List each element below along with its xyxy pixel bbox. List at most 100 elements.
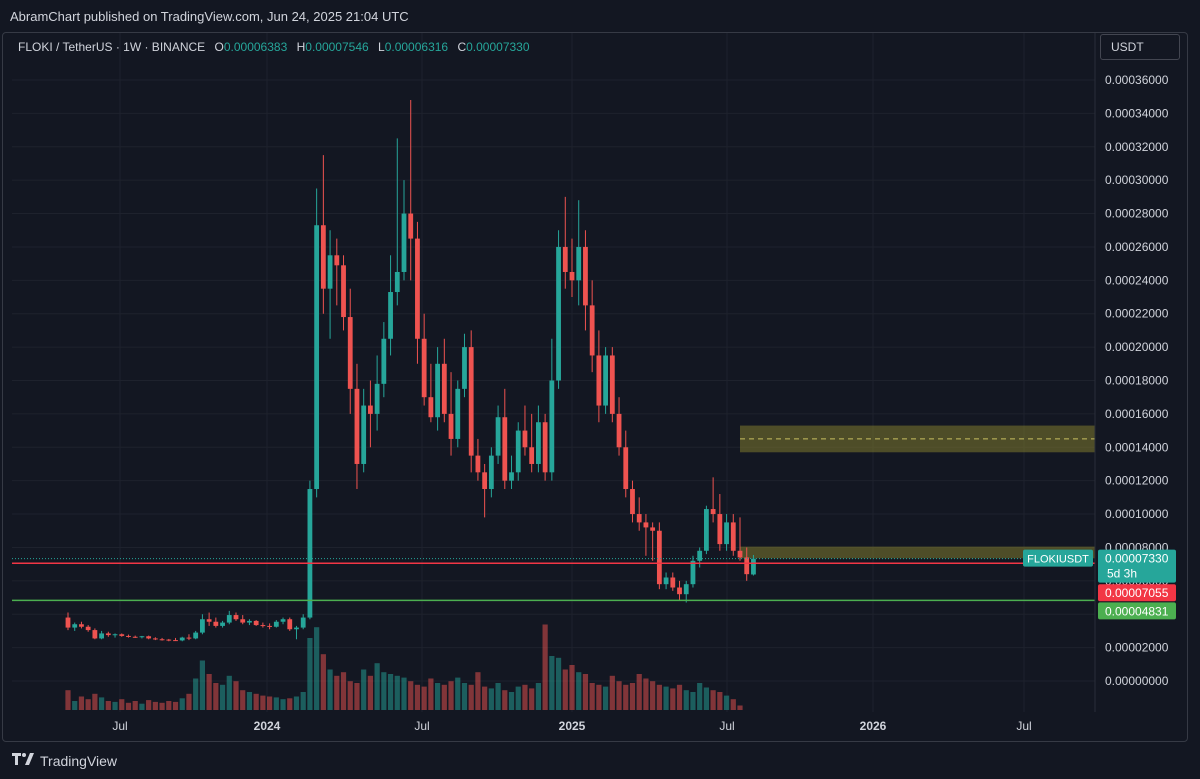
candle-body[interactable] (576, 246, 582, 281)
candle-body[interactable] (415, 238, 420, 339)
candle-body[interactable] (556, 246, 561, 381)
candle-body[interactable] (200, 619, 205, 633)
candle-body[interactable] (307, 489, 313, 618)
candle-body[interactable] (542, 422, 548, 473)
candle-body[interactable] (388, 292, 393, 339)
candle-body[interactable] (287, 619, 293, 630)
candle-body[interactable] (730, 522, 736, 551)
candle-body[interactable] (421, 338, 427, 398)
symbol-label[interactable]: FLOKI / TetherUS · 1W · BINANCE (18, 40, 206, 54)
candle-body[interactable] (589, 305, 595, 356)
candle-body[interactable] (495, 417, 501, 456)
candle-body[interactable] (724, 522, 729, 545)
candle-body[interactable] (314, 225, 320, 490)
candle-body[interactable] (159, 639, 165, 641)
candle-body[interactable] (549, 380, 555, 473)
candle-body[interactable] (206, 619, 212, 622)
candle-body[interactable] (105, 633, 111, 636)
candle-body[interactable] (596, 355, 602, 406)
candle-body[interactable] (334, 255, 340, 266)
candle-body[interactable] (381, 338, 387, 384)
candle-body[interactable] (428, 397, 434, 418)
candle-body[interactable] (253, 620, 259, 626)
candle-body[interactable] (92, 630, 98, 639)
candle-body[interactable] (126, 635, 131, 637)
candle-body[interactable] (462, 347, 467, 389)
chart-frame[interactable] (2, 32, 1188, 742)
candle-body[interactable] (280, 619, 286, 622)
candle-body[interactable] (670, 577, 676, 588)
candle-body[interactable] (233, 615, 239, 620)
candle-body[interactable] (354, 388, 360, 464)
candle-body[interactable] (347, 317, 353, 389)
candle-body[interactable] (193, 632, 199, 639)
candle-body[interactable] (448, 413, 454, 439)
candle-body[interactable] (166, 639, 172, 641)
candle-body[interactable] (186, 637, 192, 639)
candle-body[interactable] (488, 455, 494, 490)
candle-body[interactable] (441, 363, 447, 414)
supply-zone[interactable] (740, 425, 1095, 453)
candle-body[interactable] (146, 636, 152, 639)
candle-body[interactable] (220, 622, 225, 626)
candle-body[interactable] (85, 626, 91, 631)
candle-body[interactable] (751, 558, 756, 575)
candle-body[interactable] (99, 633, 104, 639)
candle-body[interactable] (717, 514, 723, 545)
candle-body[interactable] (697, 550, 703, 561)
currency-button[interactable]: USDT (1100, 34, 1180, 60)
candle-body[interactable] (361, 405, 367, 464)
candle-body[interactable] (341, 265, 346, 318)
candle-body[interactable] (435, 363, 440, 418)
candle-body[interactable] (152, 638, 158, 640)
candle-body[interactable] (320, 225, 326, 289)
candle-body[interactable] (79, 624, 84, 627)
candle-body[interactable] (677, 587, 682, 595)
candle-body[interactable] (401, 213, 407, 272)
candle-body[interactable] (744, 557, 750, 575)
candle-body[interactable] (656, 530, 662, 585)
candle-body[interactable] (737, 550, 743, 558)
candle-body[interactable] (663, 577, 669, 585)
candle-body[interactable] (630, 489, 635, 515)
candle-body[interactable] (247, 620, 252, 623)
candle-body[interactable] (522, 430, 528, 448)
candle-body[interactable] (515, 430, 521, 473)
candle-body[interactable] (475, 455, 481, 473)
candle-body[interactable] (529, 447, 535, 464)
candle-body[interactable] (300, 617, 306, 628)
candle-body[interactable] (583, 246, 588, 306)
candle-body[interactable] (327, 255, 333, 289)
candle-body[interactable] (139, 636, 145, 638)
candle-body[interactable] (569, 271, 575, 281)
candle-body[interactable] (112, 634, 118, 636)
candle-body[interactable] (636, 514, 642, 523)
candle-body[interactable] (240, 619, 246, 623)
candle-body[interactable] (562, 246, 568, 272)
candle-body[interactable] (374, 383, 380, 414)
candle-body[interactable] (65, 617, 71, 628)
candle-body[interactable] (226, 615, 232, 623)
candle-body[interactable] (273, 621, 279, 627)
candle-body[interactable] (173, 640, 178, 642)
candle-body[interactable] (704, 509, 709, 551)
candle-body[interactable] (603, 355, 608, 406)
candle-body[interactable] (616, 413, 622, 448)
candle-body[interactable] (294, 627, 299, 630)
candle-body[interactable] (643, 522, 649, 528)
candle-body[interactable] (455, 388, 461, 439)
candle-body[interactable] (179, 637, 185, 641)
candle-body[interactable] (650, 527, 656, 531)
candle-body[interactable] (509, 472, 514, 481)
tradingview-brand[interactable]: TradingView (12, 752, 117, 769)
candle-body[interactable] (72, 624, 78, 628)
candle-body[interactable] (609, 355, 615, 414)
candle-body[interactable] (408, 213, 414, 239)
candle-body[interactable] (502, 417, 508, 481)
candle-body[interactable] (267, 625, 272, 627)
candle-body[interactable] (536, 422, 541, 464)
candle-body[interactable] (213, 621, 219, 626)
candle-body[interactable] (482, 472, 488, 490)
candle-body[interactable] (119, 634, 125, 636)
